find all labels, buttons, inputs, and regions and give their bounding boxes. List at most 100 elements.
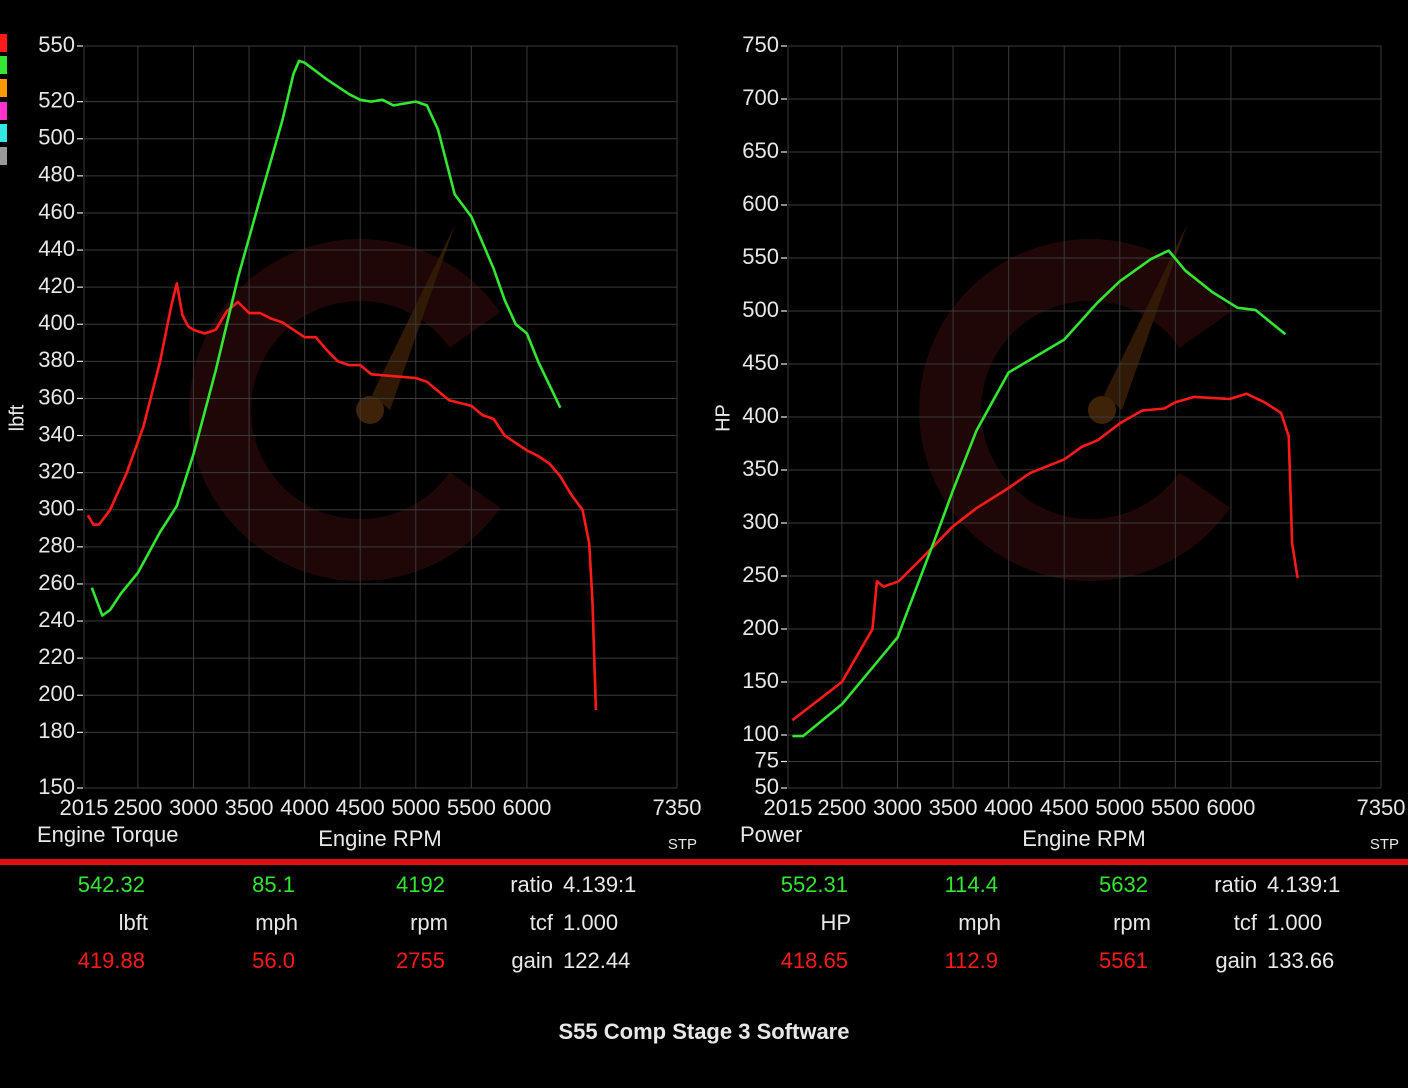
param-label: gain	[511, 948, 553, 973]
correction-note: STP	[1370, 836, 1399, 853]
x-tick-label: 4500	[1040, 795, 1089, 820]
y-tick-label: 260	[38, 570, 75, 595]
param-value: 4.139:1	[1267, 872, 1340, 897]
y-tick-label: 200	[742, 615, 779, 640]
readout-value: 5632	[1099, 872, 1148, 897]
param-value: 4.139:1	[563, 872, 636, 897]
run-swatch[interactable]	[0, 102, 7, 120]
readout-unit: mph	[958, 910, 1001, 935]
y-tick-label: 400	[38, 310, 75, 335]
y-tick-label: 75	[755, 747, 779, 772]
x-axis-title: Engine RPM	[318, 826, 442, 851]
logo-arc	[919, 239, 1231, 581]
readout-value: 4192	[396, 872, 445, 897]
y-tick-label: 250	[742, 562, 779, 587]
x-tick-label: 3000	[873, 795, 922, 820]
x-axis-title: Engine RPM	[1022, 826, 1146, 851]
y-tick-label: 220	[38, 644, 75, 669]
param-value: 1.000	[1267, 910, 1322, 935]
x-tick-label: 5000	[391, 795, 440, 820]
run-swatch[interactable]	[0, 79, 7, 97]
run-swatch[interactable]	[0, 56, 7, 74]
y-tick-label: 480	[38, 162, 75, 187]
x-tick-label: 3500	[929, 795, 978, 820]
x-tick-label: 6000	[502, 795, 551, 820]
y-tick-label: 440	[38, 236, 75, 261]
readout-value: 5561	[1099, 948, 1148, 973]
x-tick-label: 4000	[984, 795, 1033, 820]
y-tick-label: 300	[38, 496, 75, 521]
y-tick-label: 350	[742, 456, 779, 481]
readout-value: 112.9	[945, 948, 998, 973]
x-tick-label: 5500	[1151, 795, 1200, 820]
x-tick-label: 2500	[817, 795, 866, 820]
y-tick-label: 280	[38, 533, 75, 558]
power-curve	[86, 282, 598, 711]
readout-value: 418.65	[781, 948, 848, 973]
y-tick-label: 650	[742, 138, 779, 163]
readout-value: 114.4	[945, 872, 998, 897]
readout-value: 56.0	[252, 948, 295, 973]
readout-value: 419.88	[78, 948, 145, 973]
x-tick-label: 4000	[280, 795, 329, 820]
param-label: ratio	[1214, 872, 1257, 897]
power-curve	[90, 59, 562, 617]
run-selector	[0, 34, 7, 165]
readout-unit: HP	[820, 910, 851, 935]
y-tick-label: 360	[38, 384, 75, 409]
x-tick-label: 7350	[1357, 795, 1406, 820]
readout-value: 542.32	[78, 872, 145, 897]
param-value: 122.44	[563, 948, 630, 973]
y-tick-label: 750	[742, 32, 779, 57]
readout-value: 552.31	[781, 872, 848, 897]
y-axis-title: HP	[712, 404, 734, 432]
y-tick-label: 150	[742, 668, 779, 693]
x-tick-label: 2015	[764, 795, 813, 820]
readout-value: 2755	[396, 948, 445, 973]
x-tick-label: 2500	[113, 795, 162, 820]
y-tick-label: 100	[742, 721, 779, 746]
y-tick-label: 520	[38, 87, 75, 112]
y-tick-label: 450	[742, 350, 779, 375]
y-tick-label: 600	[742, 191, 779, 216]
y-tick-label: 50	[755, 774, 779, 799]
run-swatch[interactable]	[0, 147, 7, 165]
y-tick-label: 460	[38, 199, 75, 224]
x-tick-label: 6000	[1206, 795, 1255, 820]
readout-unit: mph	[255, 910, 298, 935]
y-tick-label: 150	[38, 774, 75, 799]
y-tick-label: 180	[38, 718, 75, 743]
x-tick-label: 5000	[1095, 795, 1144, 820]
param-label: tcf	[1234, 910, 1258, 935]
y-tick-label: 550	[742, 244, 779, 269]
logo-hub	[356, 396, 384, 424]
y-tick-label: 420	[38, 273, 75, 298]
x-tick-label: 5500	[447, 795, 496, 820]
logo-arc	[189, 239, 501, 581]
y-tick-label: 240	[38, 607, 75, 632]
y-tick-label: 200	[38, 681, 75, 706]
logo-hub	[1088, 396, 1116, 424]
watermark	[189, 225, 1231, 581]
param-label: tcf	[530, 910, 554, 935]
y-tick-label: 500	[742, 297, 779, 322]
logo-needle	[372, 225, 455, 410]
x-tick-label: 2015	[60, 795, 109, 820]
param-label: gain	[1215, 948, 1257, 973]
y-tick-label: 400	[742, 403, 779, 428]
param-value: 1.000	[563, 910, 618, 935]
y-axis-title: lbft	[6, 404, 28, 431]
x-tick-label: 3000	[169, 795, 218, 820]
param-label: ratio	[510, 872, 553, 897]
y-tick-label: 380	[38, 347, 75, 372]
run-swatch[interactable]	[0, 34, 7, 52]
readout-unit: rpm	[1113, 910, 1151, 935]
chart-label: Engine Torque	[37, 822, 179, 847]
run-swatch[interactable]	[0, 124, 7, 142]
y-tick-label: 320	[38, 458, 75, 483]
footer-title: S55 Comp Stage 3 Software	[559, 1019, 850, 1044]
x-tick-label: 4500	[336, 795, 385, 820]
y-tick-label: 700	[742, 85, 779, 110]
